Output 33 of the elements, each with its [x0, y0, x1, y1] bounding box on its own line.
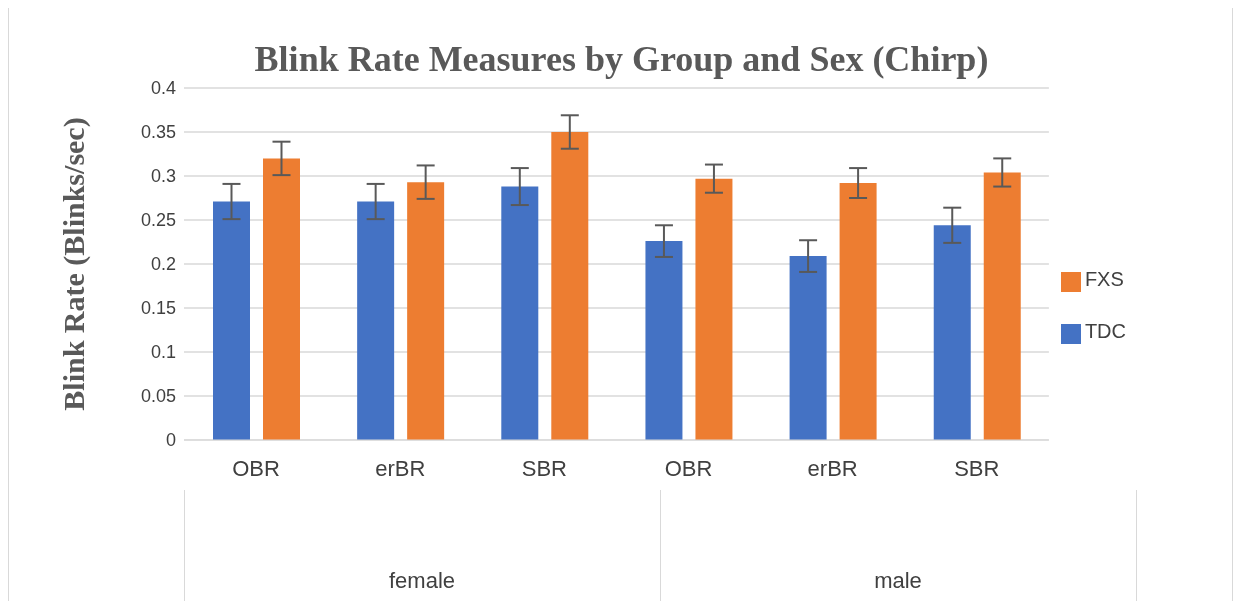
y-tick-label: 0.35 [140, 122, 176, 143]
x-tick-label: erBR [375, 455, 426, 481]
bar [695, 178, 733, 440]
bar [983, 172, 1021, 440]
x-tick-label: OBR [664, 455, 713, 481]
y-tick-label: 0.1 [150, 342, 176, 363]
y-tick-label: 0.05 [140, 386, 176, 407]
y-tick-label: 0.3 [150, 166, 176, 187]
bar [645, 241, 683, 440]
y-axis-title: Blink Rate (Blinks/sec) [56, 117, 91, 411]
text: female [387, 568, 456, 594]
bar [407, 182, 445, 440]
y-tick-label: 0.25 [140, 210, 176, 231]
bar [551, 132, 589, 440]
bar [839, 183, 877, 440]
x-tick-label: SBR [954, 455, 1000, 481]
bar [357, 201, 395, 440]
bar [933, 225, 971, 440]
x-tick-label: SBR [521, 455, 567, 481]
y-tick-label: 0 [165, 430, 176, 451]
legend-label: TDC [1084, 319, 1126, 342]
y-tick-label: 0.15 [140, 298, 176, 319]
text: male [873, 568, 923, 594]
y-tick-label: 0.2 [150, 254, 176, 275]
bar [263, 158, 300, 440]
bar [789, 256, 827, 440]
x-tick-label: erBR [807, 455, 858, 481]
chart-title: Blink Rate Measures by Group and Sex (Chirp) [253, 38, 990, 80]
bar [213, 201, 250, 440]
legend-label: FXS [1084, 267, 1124, 290]
x-tick-label: OBR [232, 455, 280, 481]
y-tick-label: 0.4 [150, 78, 176, 99]
bar [501, 186, 539, 440]
